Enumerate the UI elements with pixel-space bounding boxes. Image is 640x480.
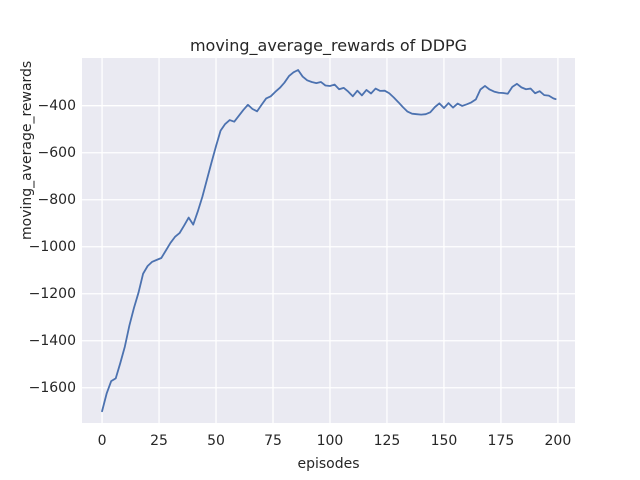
gridlines [82,58,575,423]
y-tick-label: −800 [37,191,76,208]
y-tick-label: −1000 [28,238,76,255]
x-tick-label: 25 [150,433,168,449]
x-tick-label: 75 [264,433,282,449]
x-tick-label: 50 [207,433,225,449]
reward-line-series [101,69,557,413]
chart-title: moving_average_rewards of DDPG [189,36,468,55]
y-tick-label: −400 [37,97,76,114]
y-tick-label: −1200 [28,285,76,302]
x-tick-label: 125 [373,433,401,449]
y-tick-label: −1400 [28,332,76,349]
x-tick-label: 200 [544,433,572,449]
plot-area [82,58,575,423]
x-axis-label: episodes [297,456,360,472]
y-tick-label: −600 [37,144,76,161]
plot-svg [82,58,575,423]
x-tick-label: 150 [430,433,458,449]
x-tick-label: 100 [316,433,344,449]
x-tick-label: 175 [487,433,515,449]
x-tick-label: 0 [97,433,107,449]
y-tick-label: −1600 [28,379,76,396]
